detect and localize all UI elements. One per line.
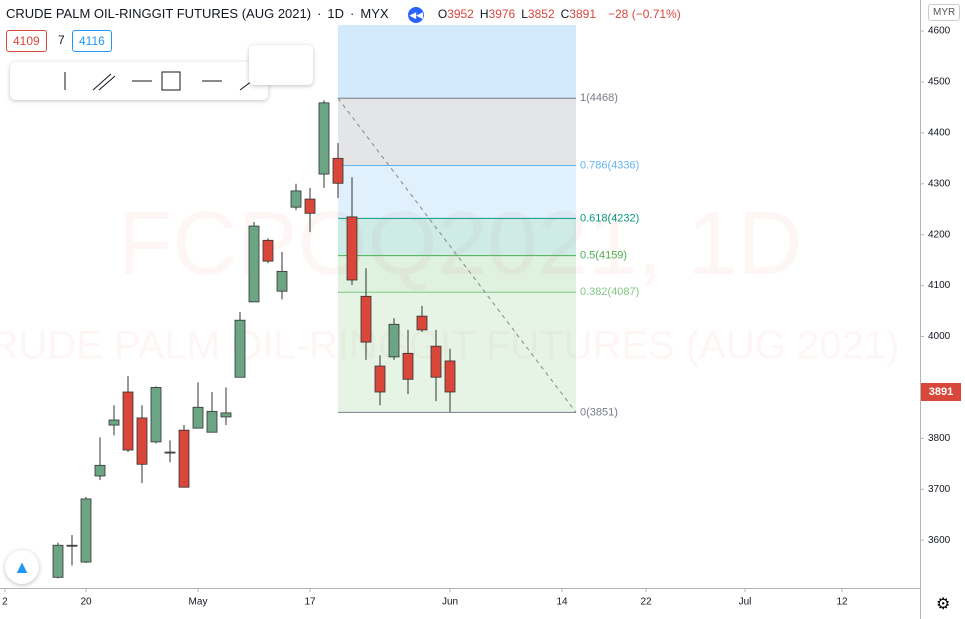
ohlc-label: H [479, 7, 489, 21]
ohlc-value: 3952 [447, 7, 474, 21]
y-tick-label: 4100 [928, 280, 951, 291]
y-tick-label: 4400 [928, 128, 951, 139]
fib-zone [338, 292, 577, 413]
candle-body [346, 216, 358, 281]
candle-body [52, 544, 64, 578]
fib-label: 0.786(4336) [580, 159, 639, 171]
y-tick-label: 4000 [928, 331, 951, 342]
candle-body [122, 391, 134, 451]
symbol-title: CRUDE PALM OIL-RINGGIT FUTURES (AUG 2021… [6, 6, 312, 21]
candle-body [444, 360, 456, 393]
x-tick-label: Jun [442, 597, 458, 608]
buy-price[interactable]: 4116 [72, 30, 112, 52]
layout-button[interactable] [249, 45, 313, 85]
y-tick-label: 4500 [928, 77, 951, 88]
x-tick-label: May [189, 597, 208, 608]
candle-body [416, 315, 428, 331]
candle-body [304, 198, 316, 214]
candle-body [374, 365, 386, 393]
ohlc-label: L [521, 7, 528, 21]
y-tick-label: 3600 [928, 535, 951, 546]
candle-body [206, 410, 218, 433]
candle-body [290, 190, 302, 208]
candle-body [94, 464, 106, 477]
candle-body [80, 498, 92, 563]
header: CRUDE PALM OIL-RINGGIT FUTURES (AUG 2021… [6, 6, 681, 23]
candle-body [248, 225, 260, 303]
y-tick-label: 3700 [928, 484, 951, 495]
fib-zone [338, 255, 577, 293]
watermark: FCPOQ2021, 1D [117, 194, 802, 294]
interval[interactable]: 1D [327, 6, 345, 21]
x-tick-label: 17 [304, 597, 316, 608]
toolbar-icons [64, 71, 257, 91]
sell-price[interactable]: 4109 [6, 30, 47, 52]
x-tick-label: 22 [640, 597, 652, 608]
x-tick-label: 14 [556, 597, 568, 608]
fib-label: 0.382(4087) [580, 286, 639, 298]
candle-body [332, 157, 344, 184]
drawing-toolbar[interactable] [10, 62, 268, 100]
y-tick-label: 4300 [928, 178, 951, 189]
fib-label: 0(3851) [580, 406, 618, 418]
candle-body [220, 412, 232, 418]
x-tick-label: 2 [2, 597, 8, 608]
exchange: MYX [360, 6, 389, 21]
ohlc-label: C [560, 7, 570, 21]
settings[interactable]: ⚙ [936, 596, 951, 613]
candle-body [388, 323, 400, 358]
ohlc-value: 3891 [569, 7, 596, 21]
x-tick-label: Jul [739, 597, 752, 608]
candle-body [178, 429, 190, 488]
ohlc-value: 3852 [527, 7, 555, 21]
candle-body [262, 239, 274, 262]
ohlc-label: O [437, 7, 448, 21]
fib-label: 0.5(4159) [580, 249, 627, 261]
change: −28 (−0.71%) [608, 7, 681, 21]
price-axis-bg [920, 0, 965, 619]
candle-body [164, 451, 176, 454]
fib-label: 0.618(4232) [580, 212, 639, 224]
replay-button[interactable]: ◀◀ [408, 7, 425, 23]
fib-zone [338, 218, 577, 256]
fib-zone [338, 165, 577, 219]
y-tick-label: 3800 [928, 433, 951, 444]
currency[interactable]: MYR [928, 4, 961, 21]
fib-zone [338, 98, 577, 166]
logo[interactable]: ▲ [5, 550, 39, 584]
ohlc-value: 3976 [488, 7, 516, 21]
candle-body [234, 319, 246, 378]
candle-body [150, 387, 162, 443]
last-price-tag [921, 383, 961, 401]
candle-body [276, 270, 288, 292]
y-tick-label: 4600 [928, 26, 951, 37]
spread: 7 [58, 33, 65, 47]
fib-extension-zone [338, 25, 577, 99]
candle-body [402, 352, 414, 380]
x-tick-label: 12 [836, 597, 848, 608]
x-tick-label: 20 [80, 597, 92, 608]
candle-body [360, 295, 372, 343]
candle-body [66, 544, 78, 547]
last-price-label: 3891 [929, 386, 953, 398]
candle-body [318, 102, 330, 175]
candle-body [108, 419, 120, 426]
candle-body [192, 406, 204, 429]
candle-body [430, 345, 442, 378]
y-tick-label: 4200 [928, 229, 951, 240]
candle-body [136, 417, 148, 465]
fib-label: 1(4468) [580, 92, 618, 104]
fib-trend [337, 97, 577, 413]
